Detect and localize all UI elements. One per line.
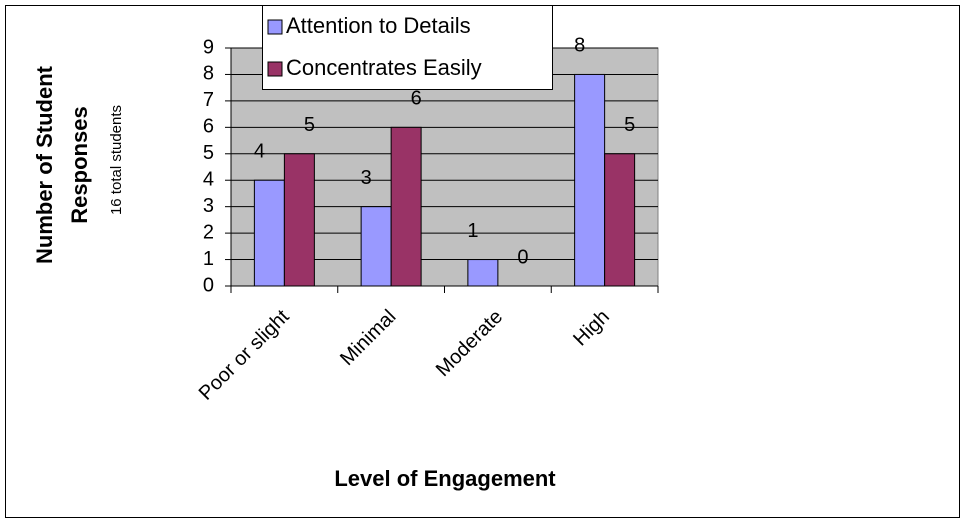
- legend-swatch: [267, 61, 283, 77]
- value-label: 8: [574, 35, 585, 57]
- bar: [253, 179, 285, 287]
- y-tick-label: 4: [203, 169, 214, 191]
- legend-swatch: [267, 19, 283, 35]
- legend-label: Attention to Details: [286, 13, 471, 38]
- value-label: 5: [624, 114, 635, 136]
- y-tick-label: 7: [203, 89, 214, 111]
- bar: [604, 153, 636, 287]
- bar: [390, 126, 422, 287]
- x-axis-label: Level of Engagement: [334, 466, 556, 491]
- bar: [283, 153, 315, 287]
- y-tick-label: 8: [203, 63, 214, 85]
- y-axis-note: 16 total students: [108, 104, 125, 216]
- bar: [574, 73, 606, 287]
- y-tick-label: 6: [203, 116, 214, 138]
- y-tick-label: 3: [203, 195, 214, 217]
- value-label: 4: [254, 141, 265, 163]
- y-tick-label: 2: [203, 221, 214, 243]
- legend-label: Concentrates Easily: [286, 55, 482, 80]
- legend-box: [262, 5, 553, 90]
- value-label: 6: [411, 88, 422, 110]
- value-label: 0: [517, 246, 528, 268]
- y-tick-label: 0: [203, 274, 214, 296]
- y-tick-label: 5: [203, 142, 214, 164]
- y-axis-label: Number of Student Responses: [32, 66, 92, 264]
- bar: [467, 259, 499, 287]
- value-label: 3: [361, 167, 372, 189]
- value-label: 5: [304, 114, 315, 136]
- y-tick-label: 9: [203, 36, 214, 58]
- value-label: 1: [467, 220, 478, 242]
- y-tick-label: 1: [203, 248, 214, 270]
- bar: [360, 206, 392, 287]
